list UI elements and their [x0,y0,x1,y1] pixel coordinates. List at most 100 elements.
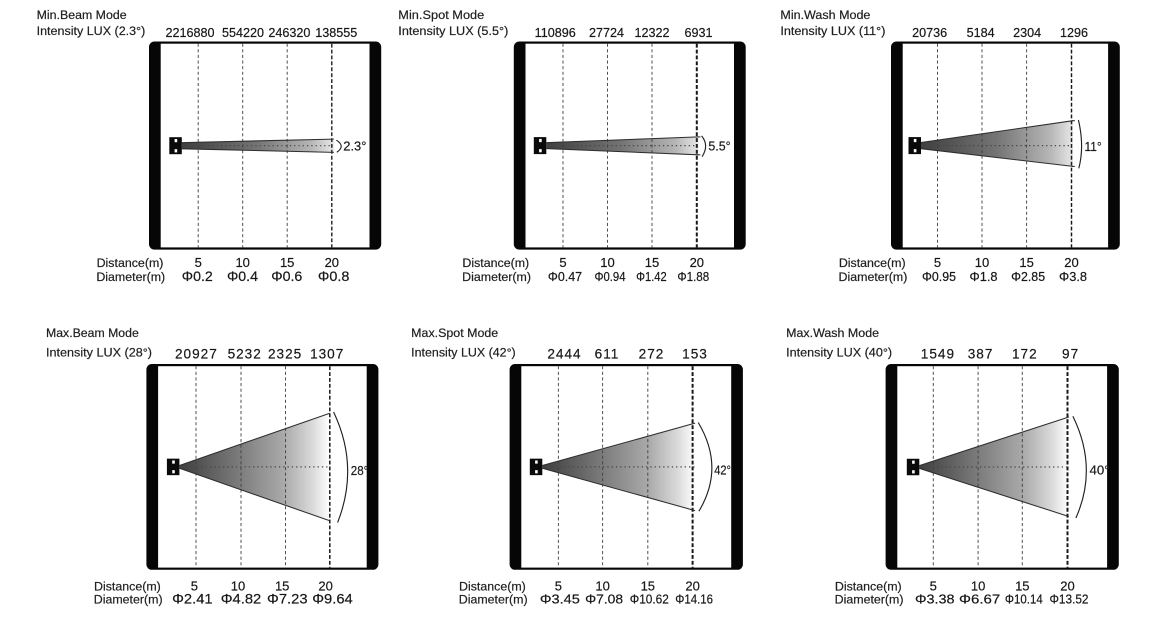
svg-text:Φ6.67: Φ6.67 [959,592,1000,607]
svg-text:Φ7.23: Φ7.23 [267,592,308,607]
svg-text:20: 20 [325,255,339,270]
svg-text:Diameter(m): Diameter(m) [835,593,904,607]
svg-text:20: 20 [690,255,704,270]
svg-text:15: 15 [645,255,659,270]
svg-text:Distance(m): Distance(m) [839,256,906,270]
svg-text:10: 10 [595,578,609,593]
svg-text:40°: 40° [1090,463,1110,478]
svg-text:5: 5 [191,578,198,593]
svg-text:Diameter(m): Diameter(m) [96,270,165,284]
svg-text:611: 611 [595,346,620,361]
svg-text:Φ3.45: Φ3.45 [540,592,580,607]
svg-text:Φ0.2: Φ0.2 [182,269,213,284]
svg-text:15: 15 [641,578,655,593]
svg-text:5: 5 [559,255,566,270]
svg-text:10: 10 [235,255,249,270]
svg-text:Distance(m): Distance(m) [459,579,526,593]
svg-text:5184: 5184 [967,26,995,40]
svg-text:10: 10 [971,578,985,593]
svg-text:Min.Wash Mode: Min.Wash Mode [780,8,870,22]
svg-text:5: 5 [930,578,937,593]
svg-text:Φ1.88: Φ1.88 [677,270,709,284]
svg-text:Φ0.4: Φ0.4 [227,269,259,284]
svg-text:Min.Beam Mode: Min.Beam Mode [37,8,127,22]
svg-text:Distance(m): Distance(m) [835,579,902,593]
svg-text:Φ1.42: Φ1.42 [636,270,667,284]
svg-text:20: 20 [318,578,332,593]
svg-text:1549: 1549 [921,346,955,361]
svg-text:20: 20 [1064,255,1078,270]
svg-text:Φ7.08: Φ7.08 [585,592,623,607]
svg-text:Φ1.8: Φ1.8 [970,270,998,284]
svg-text:6931: 6931 [684,26,712,40]
svg-text:1307: 1307 [310,346,344,361]
svg-text:2.3°: 2.3° [343,138,366,153]
svg-text:138555: 138555 [315,26,357,40]
svg-text:Φ13.52: Φ13.52 [1050,592,1089,607]
svg-text:Intensity LUX (28°): Intensity LUX (28°) [46,346,152,360]
svg-text:Min.Spot Mode: Min.Spot Mode [398,8,484,22]
svg-text:Intensity LUX (42°): Intensity LUX (42°) [411,346,516,360]
svg-text:153: 153 [682,346,708,361]
svg-text:Φ0.95: Φ0.95 [922,270,956,284]
svg-text:10: 10 [975,255,989,270]
svg-text:172: 172 [1012,346,1038,361]
svg-text:Distance(m): Distance(m) [97,256,164,270]
svg-text:554220: 554220 [222,26,264,40]
svg-text:Φ10.62: Φ10.62 [630,592,669,607]
svg-text:20: 20 [1060,578,1074,593]
svg-text:Φ14.16: Φ14.16 [675,592,713,607]
svg-text:1296: 1296 [1060,26,1088,40]
svg-text:2304: 2304 [1013,26,1041,40]
svg-text:5232: 5232 [228,346,262,361]
svg-text:246320: 246320 [268,26,310,40]
svg-text:15: 15 [280,255,294,270]
svg-text:272: 272 [639,346,665,361]
svg-text:Diameter(m): Diameter(m) [94,593,163,607]
svg-text:11°: 11° [1085,139,1102,154]
svg-text:Intensity LUX (2.3°): Intensity LUX (2.3°) [37,24,146,38]
svg-text:Φ0.8: Φ0.8 [318,269,350,284]
svg-text:Φ0.94: Φ0.94 [594,270,625,284]
svg-text:27724: 27724 [589,26,624,40]
svg-text:15: 15 [275,578,289,593]
svg-text:Intensity LUX (5.5°): Intensity LUX (5.5°) [398,24,508,38]
svg-text:Diameter(m): Diameter(m) [839,270,908,284]
svg-text:Φ10.14: Φ10.14 [1005,592,1043,607]
svg-text:Diameter(m): Diameter(m) [459,593,528,607]
svg-text:Distance(m): Distance(m) [462,256,529,270]
svg-text:Distance(m): Distance(m) [94,579,161,593]
svg-text:2216880: 2216880 [165,26,214,40]
svg-text:Φ2.41: Φ2.41 [172,592,213,607]
svg-text:Φ3.38: Φ3.38 [915,592,955,607]
svg-text:15: 15 [1019,255,1033,270]
svg-text:2444: 2444 [547,346,581,361]
svg-text:20736: 20736 [912,26,947,40]
svg-text:10: 10 [231,578,245,593]
svg-text:Max.Wash Mode: Max.Wash Mode [786,326,879,340]
svg-text:97: 97 [1062,346,1079,361]
svg-text:20: 20 [685,578,699,593]
svg-text:20927: 20927 [175,346,218,361]
svg-text:42°: 42° [714,463,731,478]
svg-text:12322: 12322 [634,26,669,40]
svg-text:Intensity LUX (40°): Intensity LUX (40°) [786,346,892,360]
svg-text:Intensity LUX (11°): Intensity LUX (11°) [780,24,885,38]
svg-text:387: 387 [968,346,994,361]
svg-text:Φ0.47: Φ0.47 [548,270,582,284]
svg-text:Φ0.6: Φ0.6 [271,269,302,284]
svg-text:5: 5 [195,255,202,270]
svg-text:Φ2.85: Φ2.85 [1011,270,1045,284]
svg-text:28°: 28° [351,463,369,478]
svg-text:Φ3.8: Φ3.8 [1059,270,1087,284]
svg-text:Max.Spot Mode: Max.Spot Mode [411,326,498,340]
svg-text:110896: 110896 [535,26,576,40]
svg-text:5: 5 [555,578,562,593]
svg-text:Max.Beam Mode: Max.Beam Mode [46,326,139,340]
svg-text:5: 5 [934,255,941,270]
svg-text:10: 10 [600,255,614,270]
svg-text:5.5°: 5.5° [708,138,730,153]
svg-text:Φ4.82: Φ4.82 [221,592,262,607]
svg-text:15: 15 [1015,578,1029,593]
svg-text:Φ9.64: Φ9.64 [312,592,353,607]
